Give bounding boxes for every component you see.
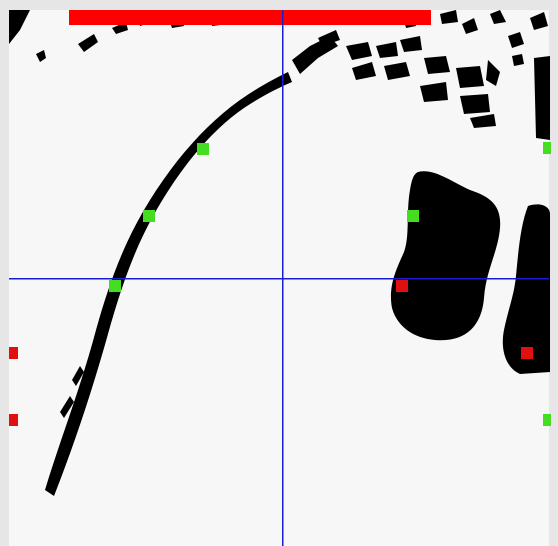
right-edge-block bbox=[534, 56, 550, 140]
marker-green-4 bbox=[407, 210, 419, 222]
debris-15 bbox=[462, 18, 478, 34]
lane-curve bbox=[45, 72, 292, 496]
crosshair-horizontal bbox=[9, 278, 549, 280]
debris-12 bbox=[470, 114, 496, 128]
debris-9 bbox=[420, 82, 448, 102]
debris-19 bbox=[530, 12, 548, 30]
marker-green-5 bbox=[543, 142, 551, 154]
debris-11 bbox=[460, 94, 490, 114]
debris-18 bbox=[512, 54, 524, 66]
debris-17 bbox=[508, 32, 524, 48]
debris-5 bbox=[376, 42, 398, 58]
small-fragment-b bbox=[78, 34, 98, 52]
debris-6 bbox=[384, 62, 410, 80]
small-fragment-a bbox=[36, 50, 46, 62]
marker-red-3 bbox=[9, 347, 18, 359]
obstacle-right bbox=[502, 204, 550, 374]
debris-8 bbox=[424, 56, 450, 74]
debris-4 bbox=[352, 62, 376, 80]
marker-green-2 bbox=[143, 210, 155, 222]
debris-1 bbox=[292, 36, 338, 74]
top-left-corner-blob bbox=[9, 10, 30, 44]
tracking-markers bbox=[9, 142, 551, 426]
lane-fragment-2 bbox=[72, 366, 84, 386]
marker-red-1 bbox=[396, 280, 408, 292]
debris-16 bbox=[490, 10, 506, 24]
debris-10 bbox=[456, 66, 484, 88]
debris-13 bbox=[486, 60, 500, 86]
progress-bar bbox=[69, 10, 431, 25]
marker-red-4 bbox=[9, 414, 18, 426]
marker-green-1 bbox=[197, 143, 209, 155]
debris-7 bbox=[400, 36, 422, 52]
lane-fragment-1 bbox=[60, 396, 74, 418]
marker-red-2 bbox=[521, 347, 533, 359]
marker-green-6 bbox=[543, 414, 551, 426]
debris-14 bbox=[440, 10, 458, 24]
debris-3 bbox=[346, 42, 372, 60]
marker-green-3 bbox=[109, 280, 121, 292]
debris-2 bbox=[318, 30, 340, 46]
